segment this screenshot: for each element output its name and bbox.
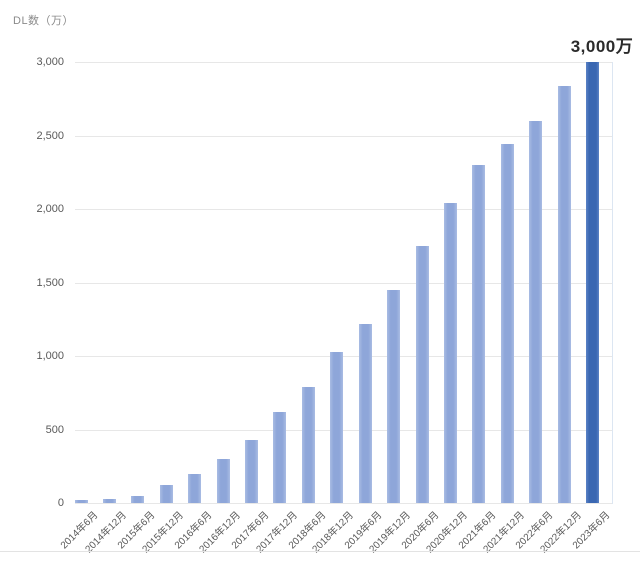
bar-2017年12月 xyxy=(273,411,287,503)
plot-right-border xyxy=(612,62,613,504)
bar-2016年12月 xyxy=(216,458,230,503)
bar-2018年6月 xyxy=(301,386,315,503)
bar-2020年6月 xyxy=(415,245,429,503)
y-tick-label-1000: 1,000 xyxy=(36,350,64,362)
bar-2021年6月 xyxy=(472,164,486,503)
bar-2014年12月 xyxy=(102,499,116,503)
bar-2021年12月 xyxy=(500,144,514,503)
gridline-1500 xyxy=(75,282,612,284)
bar-2023年6月 xyxy=(586,62,600,503)
gridline-2000 xyxy=(75,209,612,210)
gridline-0 xyxy=(75,503,612,504)
gridline-2500 xyxy=(75,135,612,137)
bar-2015年6月 xyxy=(131,495,145,503)
y-axis-unit-label: DL数（万） xyxy=(13,15,75,27)
gridline-1000 xyxy=(75,356,612,357)
bar-2016年6月 xyxy=(188,473,202,503)
bar-2014年6月 xyxy=(74,500,88,503)
bar-2022年6月 xyxy=(529,120,543,503)
bar-2019年6月 xyxy=(358,323,372,503)
bar-2019年12月 xyxy=(387,289,401,503)
bar-2015年12月 xyxy=(159,485,173,503)
y-tick-label-3000: 3,000 xyxy=(36,56,64,68)
gridline-3000 xyxy=(75,62,612,63)
y-tick-label-2500: 2,500 xyxy=(36,129,64,142)
gridline-500 xyxy=(75,429,612,431)
y-tick-label-1500: 1,500 xyxy=(36,276,64,289)
bottom-divider-line xyxy=(0,551,640,552)
y-tick-label-500: 500 xyxy=(45,423,64,436)
bar-2022年12月 xyxy=(557,85,571,503)
y-tick-label-0: 0 xyxy=(57,497,64,509)
bar-2020年12月 xyxy=(443,203,457,503)
max-value-annotation: 3,000万 xyxy=(570,37,634,56)
y-tick-label-2000: 2,000 xyxy=(36,203,64,215)
bar-2018年12月 xyxy=(330,351,344,503)
bar-2017年6月 xyxy=(245,439,259,503)
